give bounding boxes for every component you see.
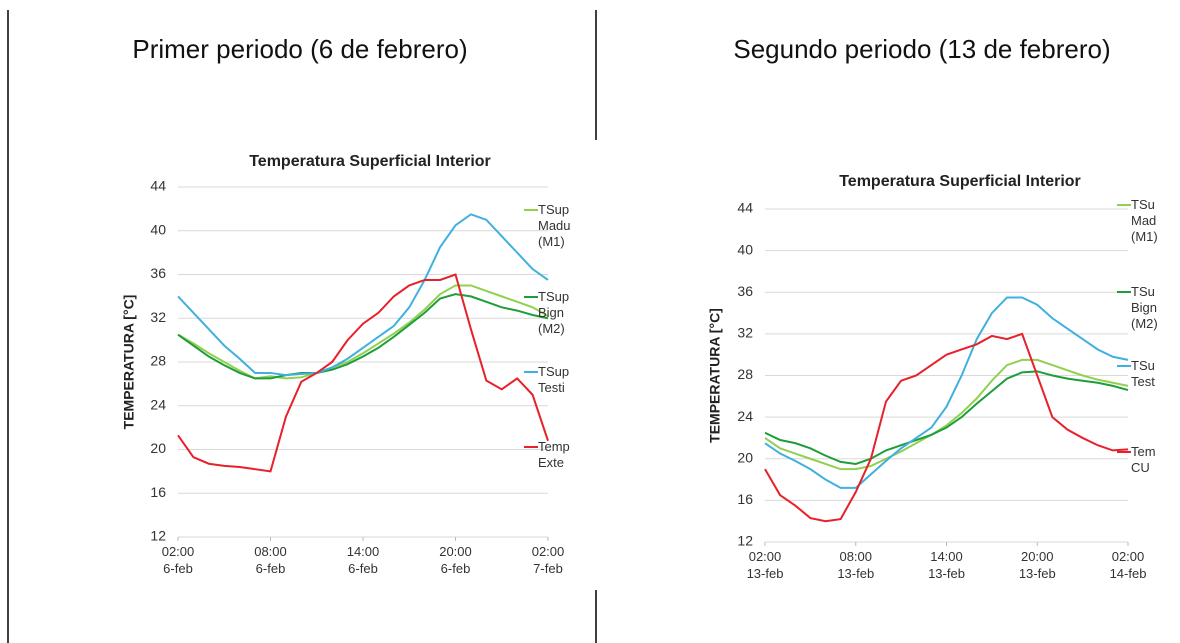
heading: Segundo periodo (13 de febrero) [733,34,1111,64]
y-tick-label: 44 [150,178,166,194]
y-tick-label: 32 [150,309,166,325]
y-tick-label: 36 [150,265,166,281]
x-tick-label: 14:00 13-feb [928,549,965,581]
chart-title: Temperatura Superficial Interior [249,153,491,170]
y-tick-label: 12 [737,533,753,549]
heading: Primer periodo (6 de febrero) [132,34,468,64]
y-tick-label: 24 [150,396,166,412]
series-line [177,293,549,380]
y-tick-label: 20 [150,440,166,456]
x-tick-label: 14:00 6-feb [346,544,380,576]
series-line [177,284,549,380]
legend-label: TSup Testi [538,364,570,395]
y-tick-label: 28 [150,353,166,369]
series-line [764,358,1129,471]
legend-label: Temp Exte [538,439,570,470]
x-tick-label: 20:00 6-feb [439,544,472,576]
y-tick-label: 24 [737,408,753,424]
legend-label: Tem CU [1131,444,1156,475]
legend-label: TSu Mad (M1) [1131,197,1158,244]
legend-label: TSup Madu (M1) [538,202,571,249]
y-axis-label: TEMPERATURA [°C] [707,308,723,443]
y-tick-label: 16 [150,484,166,500]
y-tick-label: 12 [150,528,166,544]
y-tick-label: 28 [737,366,753,382]
x-tick-label: 02:00 13-feb [746,549,784,581]
legend-label: TSu Bign (M2) [1131,284,1158,331]
series-line [764,332,1129,523]
series-line [177,273,549,473]
y-tick-label: 32 [737,325,753,341]
y-tick-label: 20 [737,449,753,465]
x-tick-label: 02:00 7-feb [531,544,565,576]
y-tick-label: 40 [150,221,166,237]
y-tick-label: 16 [737,491,753,507]
legend-label: TSup Bign (M2) [538,289,570,336]
y-tick-label: 40 [737,241,753,257]
y-tick-label: 36 [737,283,753,299]
y-axis-label: TEMPERATURA [°C] [121,295,137,430]
x-tick-label: 02:00 6-feb [161,544,195,576]
series-line [764,370,1129,465]
y-tick-label: 44 [737,200,753,216]
series-line [177,213,549,377]
series-line [764,296,1129,489]
x-tick-label: 20:00 13-feb [1018,549,1056,581]
legend-label: TSu Test [1131,358,1155,389]
x-tick-label: 08:00 13-feb [837,549,875,581]
x-tick-label: 08:00 6-feb [254,544,287,576]
x-tick-label: 02:00 14-feb [1109,549,1147,581]
chart-title: Temperatura Superficial Interior [839,173,1081,190]
